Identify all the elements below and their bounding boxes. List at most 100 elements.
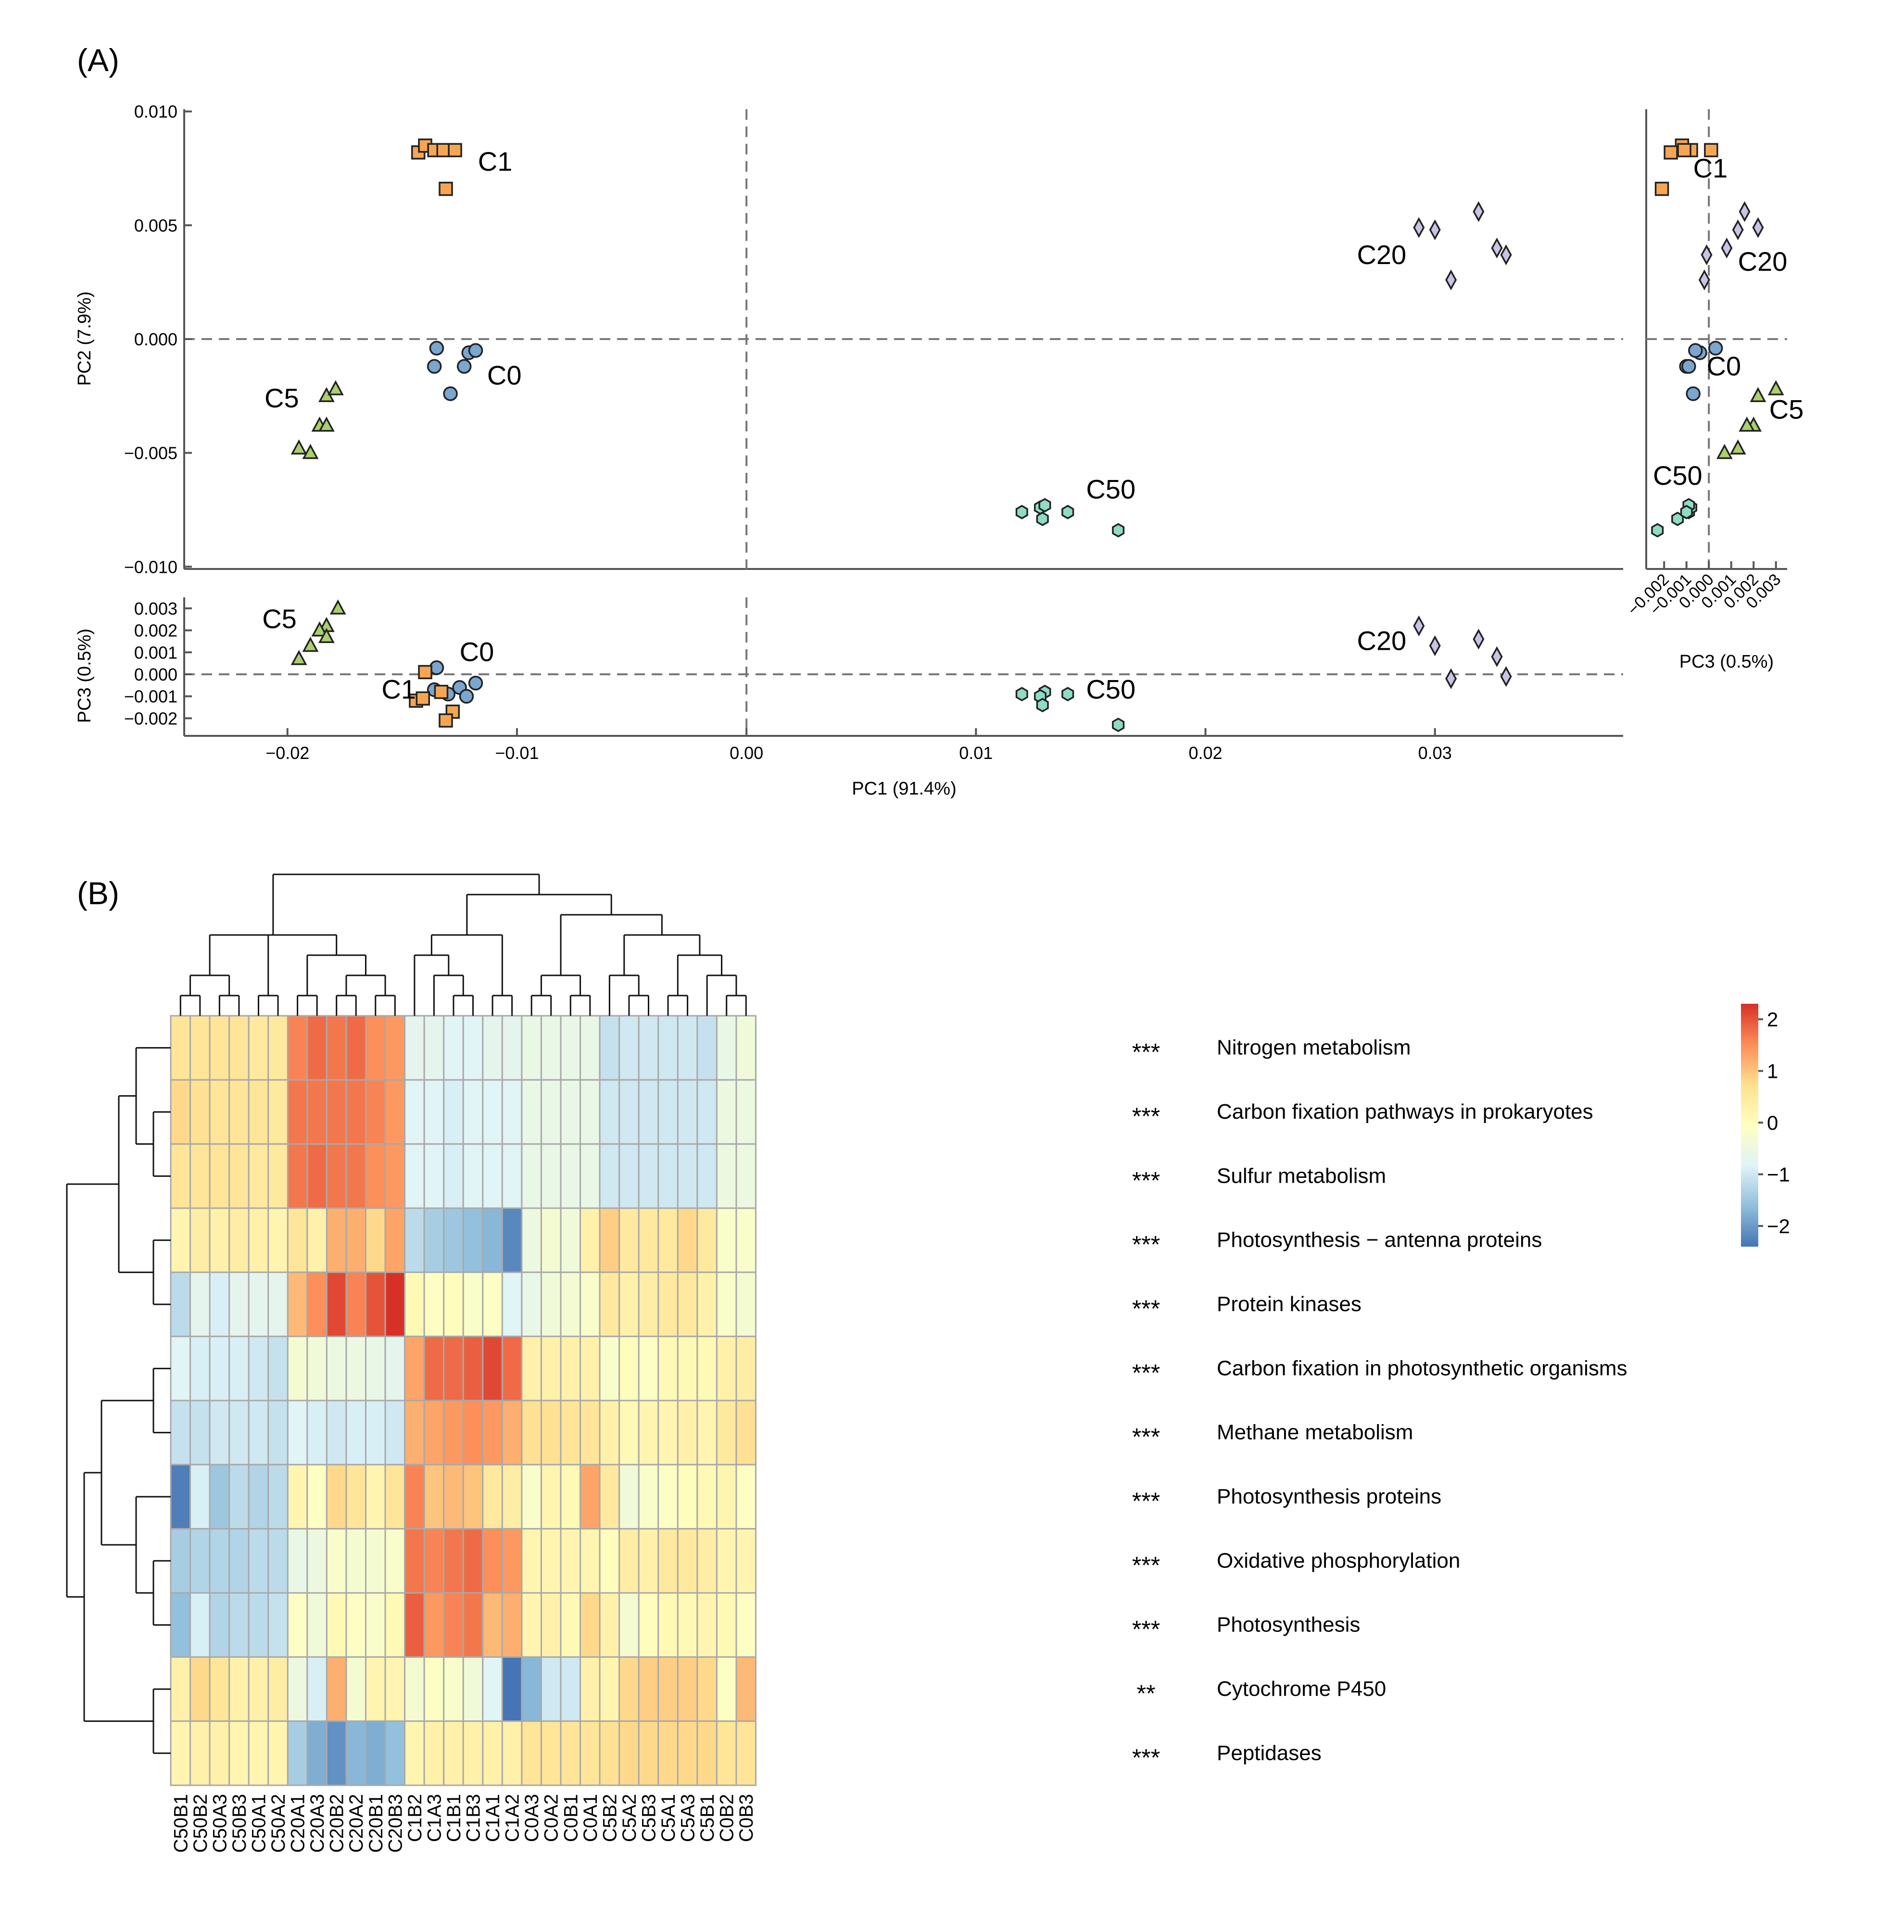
heatmap-cell — [404, 1207, 425, 1273]
heatmap-cell — [696, 1271, 718, 1338]
data-point-c1 — [416, 691, 430, 706]
heatmap-cell — [735, 1464, 757, 1530]
heatmap-column-label: C5B2 — [599, 1794, 620, 1842]
heatmap-cell — [638, 1015, 659, 1081]
heatmap-cell — [521, 1143, 542, 1209]
heatmap-cell — [560, 1592, 581, 1658]
heatmap-cell — [423, 1400, 445, 1465]
heatmap-cell — [228, 1720, 250, 1786]
heatmap-cell — [540, 1720, 562, 1786]
heatmap-cell — [189, 1207, 211, 1273]
heatmap-cell — [189, 1336, 211, 1402]
heatmap-cell — [735, 1400, 757, 1465]
heatmap-cell — [696, 1656, 718, 1722]
data-point-c1 — [418, 665, 432, 680]
data-point-c50 — [1680, 505, 1693, 519]
heatmap-cell — [618, 1656, 640, 1722]
heatmap-cell — [170, 1400, 191, 1465]
heatmap-cell — [228, 1207, 250, 1273]
heatmap-column-label: C5A3 — [678, 1794, 699, 1842]
heatmap-cell — [580, 1015, 601, 1081]
heatmap-cell — [696, 1528, 718, 1594]
heatmap-cell — [638, 1336, 659, 1402]
heatmap-column-label: C1B2 — [404, 1794, 426, 1842]
heatmap-column-label: C50B1 — [170, 1794, 191, 1853]
heatmap-cell — [306, 1207, 328, 1273]
heatmap-cell — [618, 1079, 640, 1145]
heatmap-cell — [521, 1400, 542, 1465]
heatmap-cell — [170, 1143, 191, 1209]
heatmap-cell — [384, 1336, 406, 1402]
data-point-c0 — [1708, 341, 1723, 356]
heatmap-cell — [384, 1720, 406, 1786]
heatmap-cell — [306, 1656, 328, 1722]
heatmap-cell — [306, 1592, 328, 1658]
heatmap-cell — [677, 1528, 698, 1594]
pca-pc3-pc2-plot: PC3 (0.5%) −0.002−0.0010.0000.0010.0020.… — [1624, 109, 1803, 672]
heatmap-cell — [345, 1015, 367, 1081]
heatmap-cell — [423, 1528, 445, 1594]
heatmap-cell — [638, 1207, 659, 1273]
significance-marker: *** — [1132, 1039, 1160, 1066]
heatmap-row-label: Cytochrome P450 — [1217, 1677, 1386, 1701]
heatmap-cell — [228, 1592, 250, 1658]
heatmap-cell — [423, 1464, 445, 1530]
data-point-c50 — [1015, 505, 1028, 519]
x-tick-label: 0.00 — [730, 743, 763, 763]
heatmap-cell — [735, 1528, 757, 1594]
significance-marker: *** — [1132, 1295, 1160, 1322]
heatmap-cell — [209, 1207, 230, 1273]
heatmap-cell — [696, 1464, 718, 1530]
heatmap-column-label: C5B1 — [697, 1794, 718, 1842]
heatmap-cell — [267, 1336, 289, 1402]
pca-pc1-pc2-plot: PC2 (7.9%) 0.010 0.005 0.000 −0.005 −0.010 C1… — [75, 102, 1623, 577]
heatmap-cell — [599, 1720, 620, 1786]
heatmap-column-label: C1A3 — [424, 1794, 445, 1842]
heatmap-column-label: C0A3 — [521, 1794, 542, 1842]
x-tick-label: −0.02 — [265, 743, 309, 763]
heatmap-cell — [677, 1271, 698, 1338]
heatmap-cell — [657, 1079, 679, 1145]
heatmap-cell — [716, 1464, 737, 1530]
heatmap-cell — [306, 1079, 328, 1145]
heatmap-cell — [248, 1079, 269, 1145]
heatmap-cell — [560, 1271, 581, 1338]
heatmap-cell — [599, 1015, 620, 1081]
heatmap-cell — [267, 1207, 289, 1273]
heatmap-cell — [326, 1464, 347, 1530]
heatmap-cell — [618, 1336, 640, 1402]
group-annotation: C50 — [1653, 460, 1702, 491]
heatmap-cell — [209, 1015, 230, 1081]
heatmap-cell — [657, 1592, 679, 1658]
heatmap-cell — [326, 1528, 347, 1594]
heatmap-cell — [599, 1464, 620, 1530]
heatmap-cell — [560, 1207, 581, 1273]
heatmap-cell — [657, 1207, 679, 1273]
y-tick-label: −0.010 — [124, 557, 177, 577]
heatmap-cell — [540, 1143, 562, 1209]
heatmap-cell — [306, 1464, 328, 1530]
heatmap-cell — [482, 1720, 503, 1786]
heatmap-cell — [326, 1015, 347, 1081]
heatmap-cell — [482, 1400, 503, 1465]
heatmap-cell — [580, 1336, 601, 1402]
heatmap-cell — [638, 1720, 659, 1786]
heatmap-cell — [345, 1271, 367, 1338]
heatmap-cell — [482, 1656, 503, 1722]
significance-marker: *** — [1132, 1488, 1160, 1515]
heatmap-cell — [248, 1464, 269, 1530]
group-annotation: C20 — [1738, 246, 1788, 277]
heatmap-cell — [248, 1143, 269, 1209]
heatmap-cell — [345, 1464, 367, 1530]
colorbar — [1741, 1004, 1758, 1247]
heatmap-cell — [482, 1079, 503, 1145]
heatmap-cell — [735, 1592, 757, 1658]
heatmap-cell — [521, 1528, 542, 1594]
heatmap-cell — [306, 1400, 328, 1465]
heatmap-cell — [735, 1271, 757, 1338]
heatmap-cell — [170, 1720, 191, 1786]
heatmap-cell — [521, 1464, 542, 1530]
heatmap-cell — [521, 1207, 542, 1273]
heatmap-cell — [365, 1207, 386, 1273]
